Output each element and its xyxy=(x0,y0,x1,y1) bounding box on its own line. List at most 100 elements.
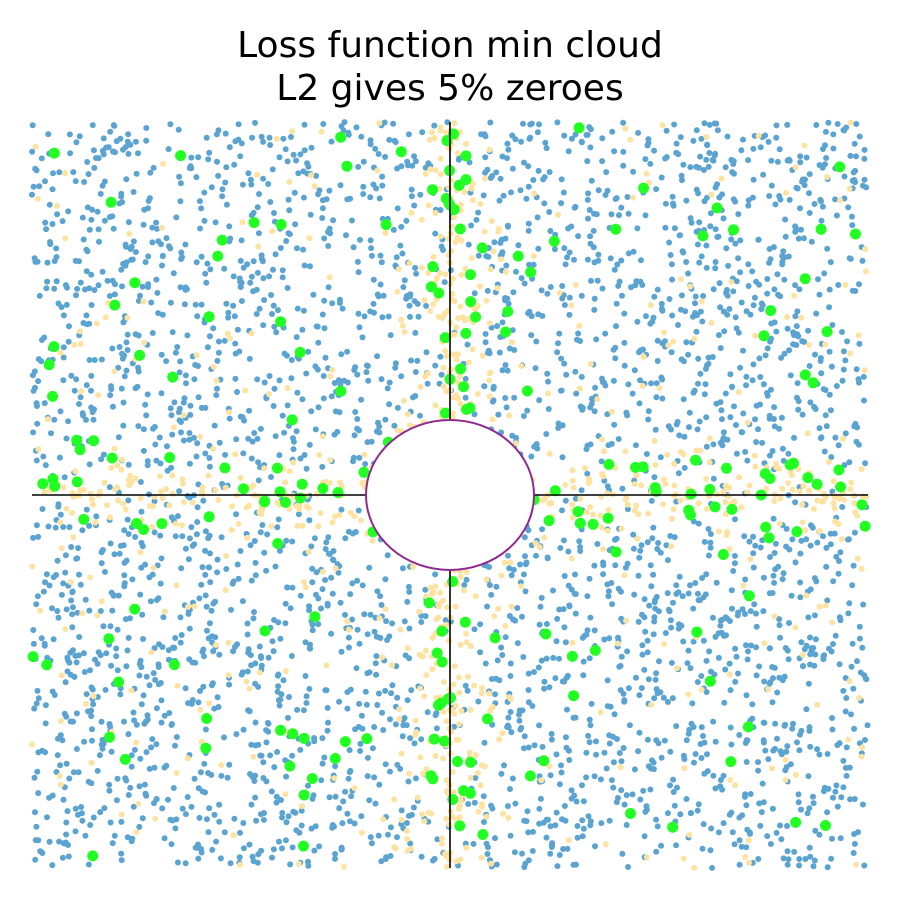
scatter-point-dense xyxy=(374,702,381,708)
scatter-point-dense xyxy=(676,432,683,439)
scatter-point-near-axis xyxy=(437,171,444,178)
scatter-point-dense xyxy=(830,794,836,801)
scatter-point-dense xyxy=(812,827,819,834)
scatter-point-dense xyxy=(730,161,737,167)
scatter-point-near-axis xyxy=(444,863,451,870)
scatter-point-near-axis xyxy=(513,440,519,447)
scatter-point-dense xyxy=(306,645,313,652)
scatter-point-dense xyxy=(200,646,207,653)
scatter-point-dense xyxy=(638,685,645,691)
scatter-point-near-axis xyxy=(597,709,604,716)
scatter-point-near-axis xyxy=(469,197,476,204)
scatter-point-dense xyxy=(139,815,146,822)
scatter-point-dense xyxy=(757,144,764,151)
scatter-point-dense xyxy=(505,724,512,731)
scatter-point-zero xyxy=(477,829,489,840)
scatter-point-dense xyxy=(651,695,658,702)
scatter-point-dense xyxy=(505,714,512,721)
scatter-point-near-axis xyxy=(228,527,235,533)
scatter-point-near-axis xyxy=(837,197,844,204)
scatter-point-dense xyxy=(859,644,866,651)
scatter-point-dense xyxy=(355,723,362,730)
scatter-point-near-axis xyxy=(317,510,324,516)
scatter-point-near-axis xyxy=(799,501,806,508)
scatter-point-dense xyxy=(493,861,500,868)
scatter-point-dense xyxy=(736,732,743,738)
scatter-point-dense xyxy=(250,615,257,622)
scatter-point-near-axis xyxy=(461,189,468,195)
scatter-point-dense xyxy=(690,137,697,144)
scatter-point-dense xyxy=(649,535,656,542)
scatter-point-near-axis xyxy=(752,332,759,339)
scatter-point-near-axis xyxy=(418,264,425,271)
scatter-point-dense xyxy=(694,590,701,597)
scatter-point-dense xyxy=(206,455,213,461)
scatter-point-dense xyxy=(125,497,132,504)
scatter-point-near-axis xyxy=(745,837,752,844)
scatter-point-dense xyxy=(664,810,671,817)
scatter-point-dense xyxy=(265,654,272,661)
scatter-point-dense xyxy=(712,265,719,272)
scatter-point-dense xyxy=(687,582,693,589)
scatter-point-dense xyxy=(574,823,581,829)
scatter-point-dense xyxy=(158,555,165,562)
scatter-point-dense xyxy=(583,749,590,756)
scatter-point-dense xyxy=(258,847,265,854)
scatter-point-dense xyxy=(276,547,283,554)
scatter-point-dense xyxy=(706,150,713,156)
scatter-point-zero xyxy=(427,261,439,273)
scatter-point-dense xyxy=(842,430,849,437)
scatter-point-near-axis xyxy=(457,201,464,208)
scatter-point-zero xyxy=(603,458,615,470)
scatter-point-dense xyxy=(182,685,189,692)
scatter-point-dense xyxy=(64,668,71,675)
scatter-point-dense xyxy=(178,565,185,572)
scatter-point-dense xyxy=(56,169,63,176)
scatter-point-zero xyxy=(799,273,811,285)
scatter-point-dense xyxy=(538,657,545,664)
scatter-point-near-axis xyxy=(727,776,734,783)
scatter-point-dense xyxy=(680,638,687,645)
scatter-point-dense xyxy=(338,648,345,655)
scatter-point-dense xyxy=(202,404,209,411)
scatter-point-dense xyxy=(152,676,159,683)
scatter-point-dense xyxy=(290,151,297,158)
scatter-point-dense xyxy=(618,653,625,660)
scatter-point-dense xyxy=(85,778,92,785)
scatter-point-dense xyxy=(732,240,739,247)
scatter-point-dense xyxy=(608,777,615,784)
scatter-point-dense xyxy=(308,144,315,151)
scatter-point-dense xyxy=(206,564,213,571)
scatter-point-dense xyxy=(316,187,323,194)
scatter-point-dense xyxy=(834,803,841,810)
scatter-point-dense xyxy=(486,582,493,589)
scatter-point-dense xyxy=(100,135,107,142)
scatter-point-dense xyxy=(811,403,818,410)
scatter-point-dense xyxy=(230,273,237,280)
scatter-point-dense xyxy=(722,164,729,171)
scatter-point-near-axis xyxy=(435,614,442,621)
scatter-point-dense xyxy=(679,248,686,255)
scatter-point-dense xyxy=(303,465,310,472)
scatter-point-dense xyxy=(605,588,612,595)
scatter-point-dense xyxy=(261,297,268,303)
scatter-point-dense xyxy=(216,439,223,446)
scatter-point-dense xyxy=(544,290,551,297)
scatter-point-near-axis xyxy=(453,356,460,363)
scatter-point-dense xyxy=(274,672,281,679)
scatter-point-near-axis xyxy=(406,260,413,267)
scatter-point-near-axis xyxy=(847,486,854,493)
scatter-point-dense xyxy=(762,747,769,754)
scatter-point-dense xyxy=(209,633,215,640)
scatter-point-dense xyxy=(620,745,627,751)
scatter-point-dense xyxy=(502,634,509,641)
scatter-point-dense xyxy=(123,176,130,183)
scatter-point-dense xyxy=(105,144,112,151)
scatter-point-near-axis xyxy=(439,835,445,842)
scatter-point-dense xyxy=(646,602,653,609)
scatter-point-dense xyxy=(312,426,319,433)
scatter-point-dense xyxy=(79,214,86,221)
scatter-point-zero xyxy=(573,122,585,134)
scatter-point-dense xyxy=(777,634,784,641)
scatter-point-dense xyxy=(36,183,43,190)
